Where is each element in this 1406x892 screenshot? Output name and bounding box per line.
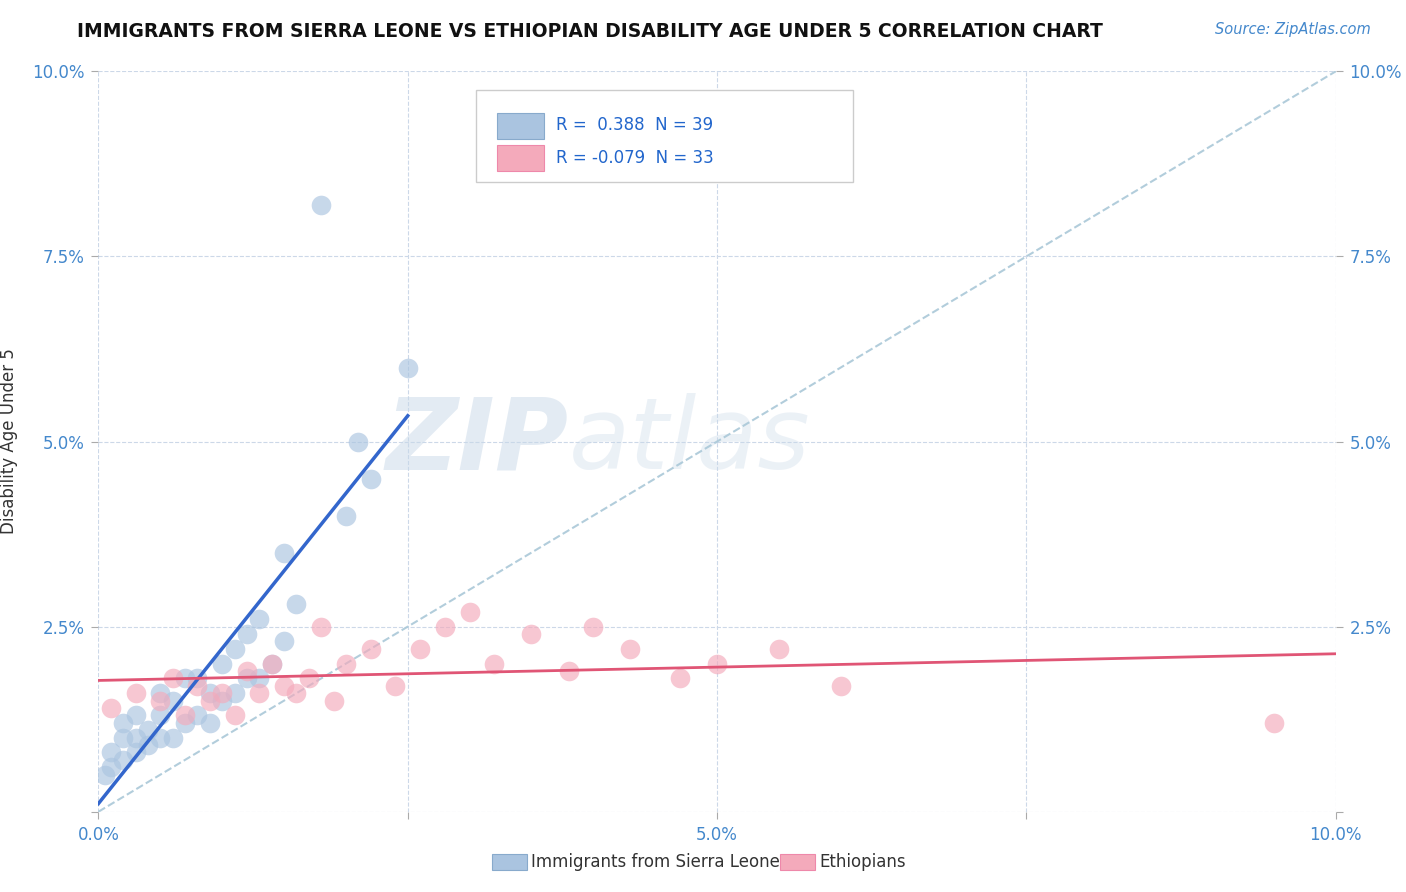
- Point: [273, 545, 295, 560]
- Point: [669, 672, 692, 686]
- Point: [619, 641, 641, 656]
- Point: [247, 612, 270, 626]
- Point: [335, 508, 357, 523]
- Point: [211, 686, 233, 700]
- Point: [100, 746, 122, 760]
- Point: [322, 694, 344, 708]
- Point: [93, 767, 115, 781]
- Point: [224, 708, 246, 723]
- Point: [162, 731, 184, 745]
- Text: atlas: atlas: [568, 393, 810, 490]
- Point: [247, 672, 270, 686]
- Point: [830, 679, 852, 693]
- Point: [186, 708, 208, 723]
- Point: [247, 686, 270, 700]
- Point: [124, 731, 146, 745]
- Point: [149, 694, 172, 708]
- Point: [100, 701, 122, 715]
- Point: [360, 472, 382, 486]
- Point: [706, 657, 728, 671]
- Point: [396, 360, 419, 375]
- Point: [409, 641, 432, 656]
- Text: ZIP: ZIP: [385, 393, 568, 490]
- Y-axis label: Disability Age Under 5: Disability Age Under 5: [0, 349, 18, 534]
- Point: [433, 619, 456, 633]
- Point: [360, 641, 382, 656]
- Point: [273, 634, 295, 648]
- Point: [298, 672, 321, 686]
- Point: [520, 627, 543, 641]
- Point: [484, 657, 506, 671]
- Point: [211, 657, 233, 671]
- Point: [273, 679, 295, 693]
- Text: R = -0.079  N = 33: R = -0.079 N = 33: [557, 149, 714, 167]
- Point: [174, 715, 197, 730]
- Point: [285, 598, 308, 612]
- Text: Immigrants from Sierra Leone: Immigrants from Sierra Leone: [531, 853, 780, 871]
- Point: [458, 605, 481, 619]
- Point: [384, 679, 406, 693]
- Point: [112, 731, 135, 745]
- Point: [100, 760, 122, 774]
- Point: [224, 686, 246, 700]
- Point: [198, 715, 221, 730]
- Point: [162, 672, 184, 686]
- Point: [112, 753, 135, 767]
- Text: IMMIGRANTS FROM SIERRA LEONE VS ETHIOPIAN DISABILITY AGE UNDER 5 CORRELATION CHA: IMMIGRANTS FROM SIERRA LEONE VS ETHIOPIA…: [77, 22, 1104, 41]
- Point: [224, 641, 246, 656]
- Point: [335, 657, 357, 671]
- Point: [347, 434, 370, 449]
- Text: Ethiopians: Ethiopians: [820, 853, 907, 871]
- Point: [236, 664, 259, 678]
- Point: [198, 694, 221, 708]
- Point: [186, 672, 208, 686]
- Point: [136, 723, 159, 738]
- Point: [768, 641, 790, 656]
- Point: [285, 686, 308, 700]
- Point: [309, 619, 332, 633]
- Text: Source: ZipAtlas.com: Source: ZipAtlas.com: [1215, 22, 1371, 37]
- Point: [260, 657, 283, 671]
- Point: [149, 686, 172, 700]
- Point: [112, 715, 135, 730]
- Point: [136, 738, 159, 752]
- Point: [162, 694, 184, 708]
- Point: [186, 679, 208, 693]
- Point: [309, 197, 332, 211]
- Point: [582, 619, 605, 633]
- Point: [124, 686, 146, 700]
- Point: [211, 694, 233, 708]
- Point: [174, 708, 197, 723]
- FancyBboxPatch shape: [475, 90, 853, 183]
- Point: [174, 672, 197, 686]
- Point: [557, 664, 579, 678]
- Point: [260, 657, 283, 671]
- Point: [198, 686, 221, 700]
- Bar: [496, 145, 544, 171]
- Bar: [496, 112, 544, 139]
- Point: [236, 627, 259, 641]
- Point: [124, 708, 146, 723]
- Point: [149, 708, 172, 723]
- Point: [124, 746, 146, 760]
- Text: R =  0.388  N = 39: R = 0.388 N = 39: [557, 117, 713, 135]
- Point: [1263, 715, 1285, 730]
- Point: [149, 731, 172, 745]
- Point: [236, 672, 259, 686]
